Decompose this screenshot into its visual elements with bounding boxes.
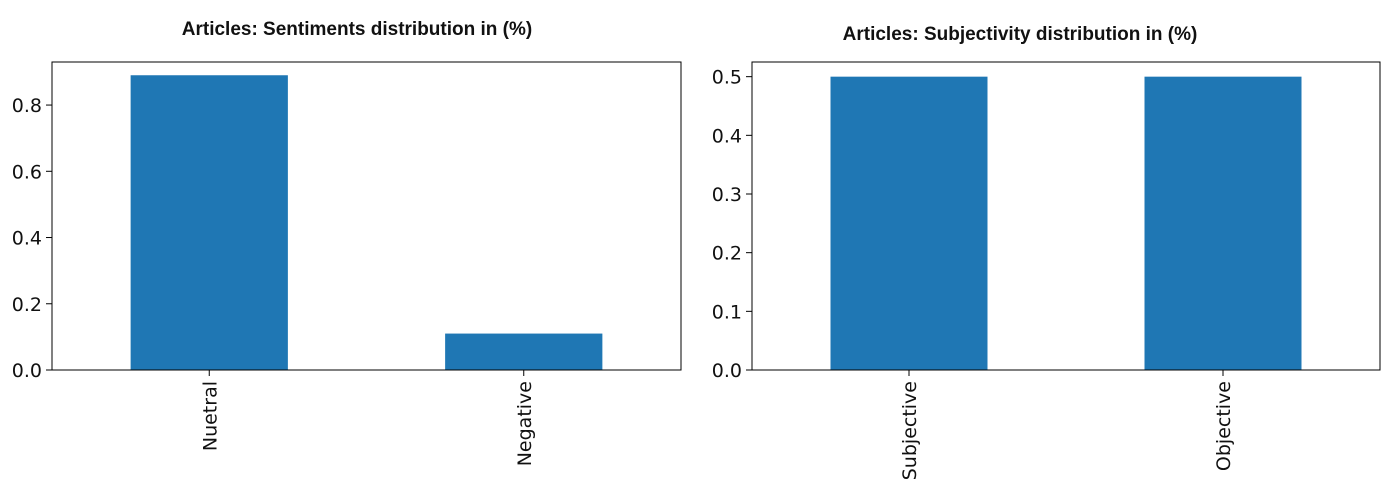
sentiment-bar-nuetral bbox=[130, 75, 288, 370]
sentiment-ytick-label: 0.4 bbox=[12, 228, 42, 250]
subjectivity-ytick-label: 0.2 bbox=[712, 243, 742, 265]
subjectivity-bar-objective bbox=[1144, 76, 1302, 371]
subjectivity-axes-frame bbox=[751, 61, 1381, 371]
subjectivity-ytick-label: 0.4 bbox=[712, 125, 742, 147]
sentiment-chart: Articles: Sentiments distribution in (%)… bbox=[12, 19, 682, 466]
subjectivity-bar-subjective bbox=[830, 76, 988, 371]
sentiment-ytick-label: 0.0 bbox=[12, 360, 42, 382]
sentiment-xtick-label: Nuetral bbox=[199, 381, 221, 451]
subjectivity-chart: Articles: Subjectivity distribution in (… bbox=[712, 24, 1381, 480]
sentiment-ytick-label: 0.8 bbox=[12, 95, 42, 117]
subjectivity-xtick-label: Objective bbox=[1213, 381, 1235, 471]
subjectivity-ytick-label: 0.3 bbox=[712, 184, 742, 206]
sentiment-bar-negative bbox=[445, 333, 603, 370]
subjectivity-ytick-label: 0.0 bbox=[712, 360, 742, 382]
subjectivity-xtick-label: Subjective bbox=[899, 381, 921, 480]
subjectivity-chart-title: Articles: Subjectivity distribution in (… bbox=[843, 24, 1198, 45]
sentiment-ytick-label: 0.6 bbox=[12, 161, 42, 183]
sentiment-chart-title: Articles: Sentiments distribution in (%) bbox=[182, 19, 532, 40]
subjectivity-ytick-label: 0.5 bbox=[712, 67, 742, 89]
sentiment-ytick-label: 0.2 bbox=[12, 294, 42, 316]
sentiment-xtick-label: Negative bbox=[514, 381, 536, 466]
sentiment-axes-frame bbox=[51, 61, 682, 371]
subjectivity-ytick-label: 0.1 bbox=[712, 301, 742, 323]
